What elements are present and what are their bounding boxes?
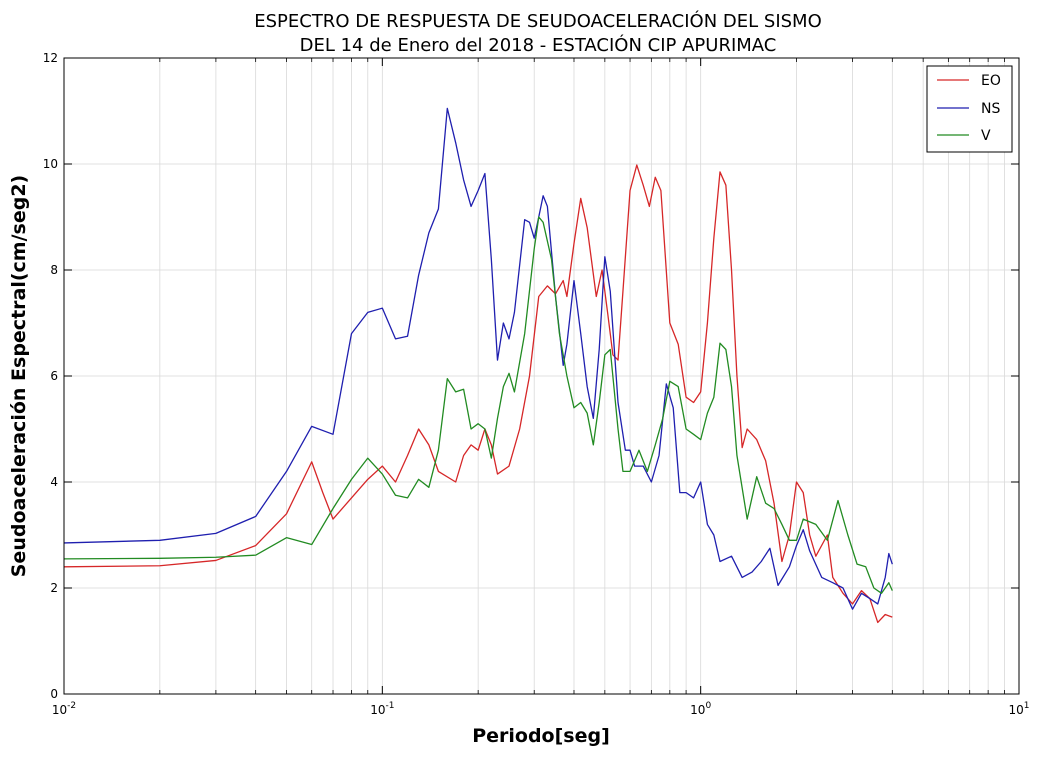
chart-title-line-1: ESPECTRO DE RESPUESTA DE SEUDOACELERACIÓ… <box>254 10 822 32</box>
series-line-v <box>63 216 893 594</box>
y-axis-label: Seudoaceleración Espectral(cm/seg2) <box>8 175 30 578</box>
grid <box>63 57 1020 695</box>
y-tick-label: 8 <box>50 263 58 277</box>
legend-label-eo: EO <box>981 73 1001 89</box>
series-layer <box>63 107 893 624</box>
x-tick-label: 101 <box>1008 701 1029 717</box>
x-tick-label: 10-1 <box>370 701 394 717</box>
legend-label-ns: NS <box>981 101 1000 117</box>
x-axis-label: Periodo[seg] <box>472 725 610 747</box>
y-tick-label: 2 <box>50 581 58 595</box>
chart-title-line-2: DEL 14 de Enero del 2018 - ESTACIÓN CIP … <box>300 34 777 56</box>
y-tick-label: 0 <box>50 687 58 701</box>
y-tick-label: 10 <box>43 157 58 171</box>
y-tick-label: 6 <box>50 369 58 383</box>
x-tick-label: 100 <box>690 701 711 717</box>
legend-label-v: V <box>981 128 991 144</box>
y-tick-label: 4 <box>50 475 58 489</box>
legend: EO NS V <box>926 65 1013 153</box>
ticks: 10-2 10-1 100 101 0 2 4 6 8 10 12 <box>43 51 1030 717</box>
series-line-eo <box>63 164 893 624</box>
x-tick-label: 10-2 <box>52 701 76 717</box>
series-line-ns <box>63 107 893 610</box>
y-tick-label: 12 <box>43 51 58 65</box>
